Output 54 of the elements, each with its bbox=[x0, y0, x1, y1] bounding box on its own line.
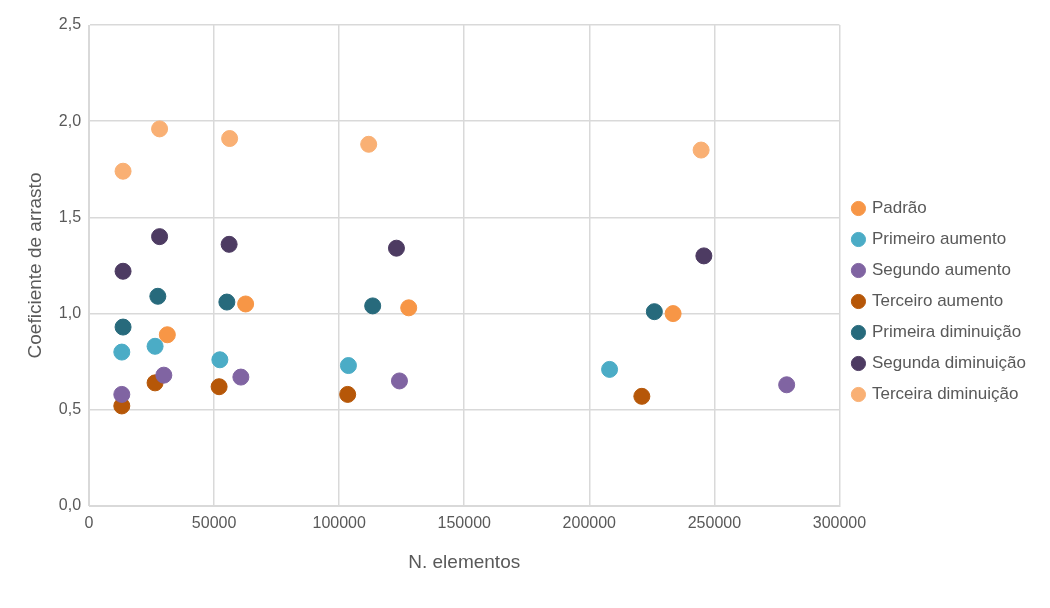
x-tick-label: 250000 bbox=[687, 514, 742, 532]
point bbox=[237, 295, 255, 313]
point bbox=[387, 239, 405, 257]
legend-label: Padrão bbox=[871, 198, 927, 218]
point bbox=[360, 135, 378, 153]
x-tick-label: 100000 bbox=[312, 514, 366, 532]
point bbox=[778, 376, 796, 394]
point bbox=[232, 368, 250, 386]
point bbox=[114, 318, 132, 336]
point bbox=[339, 385, 357, 403]
point bbox=[633, 387, 651, 405]
point bbox=[146, 337, 164, 355]
y-tick-label: 2,0 bbox=[58, 111, 82, 129]
point bbox=[151, 120, 169, 138]
legend-label: Terceiro aumento bbox=[871, 291, 1004, 311]
point bbox=[218, 293, 236, 311]
legend-label: Primeira diminuição bbox=[871, 322, 1022, 342]
point bbox=[364, 297, 382, 315]
point bbox=[155, 366, 173, 384]
point bbox=[114, 262, 132, 280]
point bbox=[692, 141, 710, 159]
point bbox=[664, 305, 682, 323]
point bbox=[210, 378, 228, 396]
point bbox=[151, 228, 169, 246]
point bbox=[113, 385, 131, 403]
y-tick-label: 1,0 bbox=[58, 304, 82, 322]
x-tick-label: 50000 bbox=[191, 514, 237, 532]
x-tick-label: 200000 bbox=[562, 514, 617, 532]
point bbox=[220, 235, 238, 253]
x-tick-label: 0 bbox=[84, 514, 94, 532]
point bbox=[645, 303, 663, 321]
legend-label: Segunda diminuição bbox=[871, 353, 1027, 373]
point bbox=[149, 287, 167, 305]
x-axis-title: N. elementos bbox=[408, 550, 521, 572]
legend-label: Terceira diminuição bbox=[871, 384, 1019, 404]
y-tick-label: 2,5 bbox=[58, 15, 82, 33]
point bbox=[114, 162, 132, 180]
legend-label: Segundo aumento bbox=[871, 260, 1011, 280]
point bbox=[601, 360, 619, 378]
y-tick-label: 0,5 bbox=[58, 400, 82, 418]
x-tick-label: 150000 bbox=[437, 514, 492, 532]
point bbox=[339, 357, 357, 375]
point bbox=[113, 343, 131, 361]
point bbox=[400, 299, 418, 317]
point bbox=[695, 247, 713, 265]
point bbox=[390, 372, 408, 390]
point bbox=[211, 351, 229, 369]
y-axis-title: Coeficiente de arrasto bbox=[23, 172, 45, 359]
point bbox=[221, 130, 239, 148]
legend-label: Primeiro aumento bbox=[871, 229, 1007, 249]
y-tick-label: 0,0 bbox=[58, 496, 82, 514]
point bbox=[158, 326, 176, 344]
y-tick-label: 1,5 bbox=[58, 207, 82, 225]
x-tick-label: 300000 bbox=[812, 514, 867, 532]
